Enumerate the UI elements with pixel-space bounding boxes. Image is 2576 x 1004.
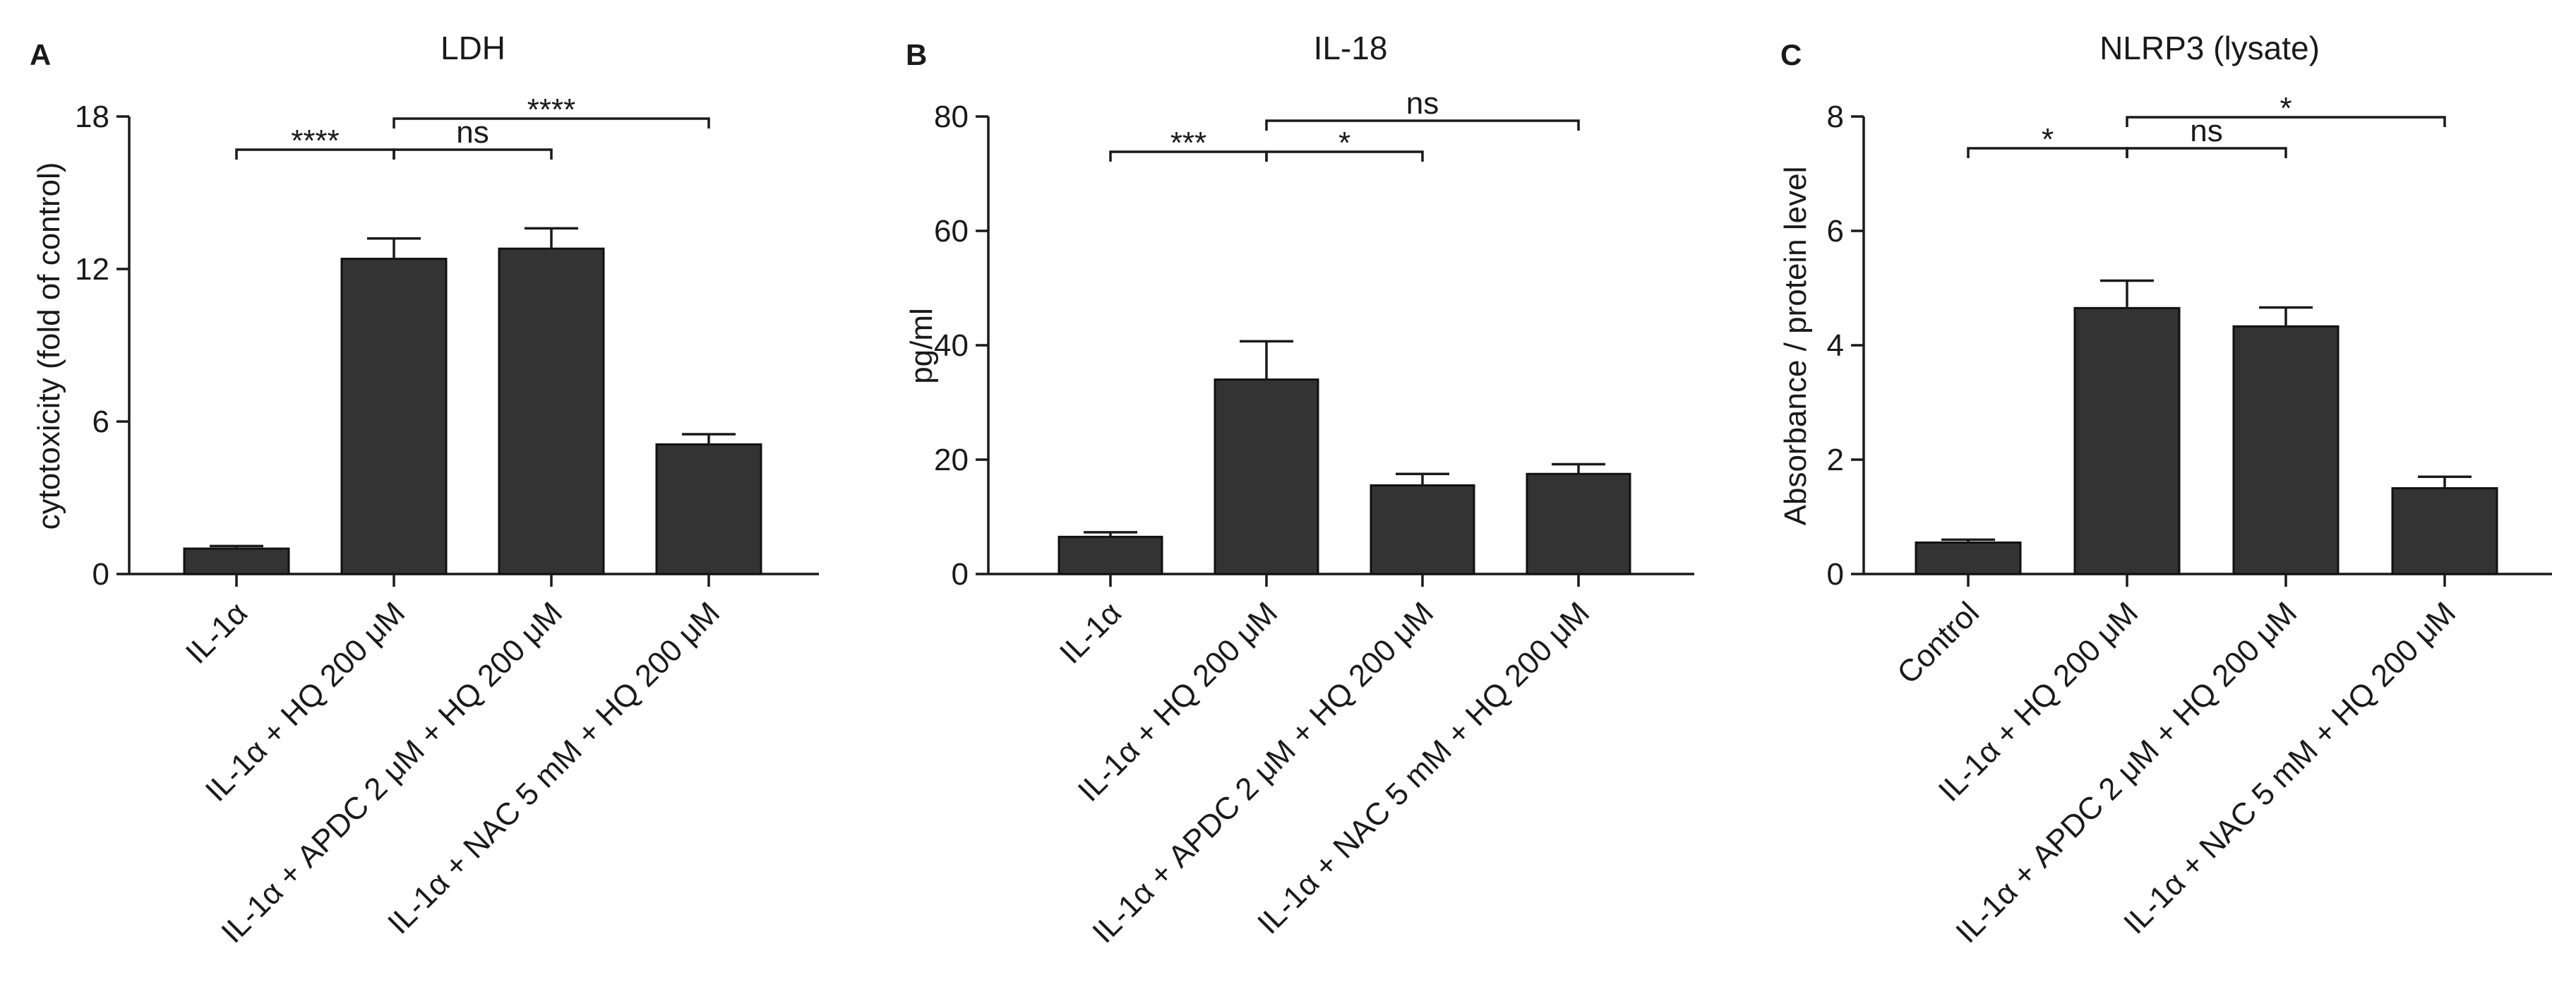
panel-b-significance-bracket <box>1265 119 1580 131</box>
panel-b-significance-bracket <box>1265 150 1424 162</box>
panel-b-letter: B <box>906 38 927 71</box>
panel-a-letter: A <box>30 38 51 71</box>
panel-b-plot <box>976 115 1694 587</box>
panel-c-bar <box>1915 541 2022 575</box>
panel-b-y-tick-label: 40 <box>934 328 969 363</box>
panel-c-significance-bracket <box>2126 116 2446 127</box>
panel-b-significance-label: ns <box>1406 86 1439 121</box>
panel-b-title: IL-18 <box>1314 30 1388 66</box>
panel-a-bar <box>498 247 605 575</box>
panel-c-significance-label: ns <box>2190 114 2222 148</box>
panel-c-bar <box>2073 306 2181 575</box>
panel-b-significance-label: *** <box>1170 126 1206 160</box>
panel-b: B IL-18 pg/ml 0 20 40 60 80 IL-1α IL-1α … <box>904 30 1694 950</box>
panel-b-y-tick-label: 80 <box>934 100 969 134</box>
panel-b-significance-label: * <box>1338 126 1350 160</box>
panel-a-y-tick-label: 18 <box>75 100 109 134</box>
panel-b-category-label: IL-1α + NAC 5 mM + HQ 200 μM <box>1251 595 1596 940</box>
panel-c-category-label: IL-1α + APDC 2 μM + HQ 200 μM <box>1949 595 2304 950</box>
panel-c-y-tick-label: 2 <box>1827 443 1844 477</box>
panel-a-bar <box>183 547 290 575</box>
panel-a-category-label: IL-1α + NAC 5 mM + HQ 200 μM <box>381 595 726 940</box>
panel-c-category-label: Control <box>1891 595 1986 691</box>
panel-b-bar <box>1526 472 1631 575</box>
panel-a-bar <box>340 258 448 575</box>
panel-c-y-tick-label: 0 <box>1827 557 1844 592</box>
panel-b-bar <box>1058 535 1163 575</box>
panel-b-bar <box>1370 484 1475 575</box>
panel-c-significance-bracket <box>2126 147 2287 158</box>
panel-b-y-tick-label: 0 <box>952 557 969 592</box>
panel-c-significance-label: * <box>2042 122 2054 157</box>
panel-a-title: LDH <box>441 30 505 66</box>
panel-c: C NLRP3 (lysate) Absorbance / protein le… <box>1778 30 2552 950</box>
panel-b-category-label: IL-1α + APDC 2 μM + HQ 200 μM <box>1086 595 1440 950</box>
panel-a-significance-label: **** <box>291 124 340 158</box>
panel-a-category-label: IL-1α + APDC 2 μM + HQ 200 μM <box>215 595 569 950</box>
panel-b-y-tick-label: 60 <box>934 214 969 249</box>
panel-c-bar <box>2391 487 2498 575</box>
panel-c-y-tick-label: 8 <box>1827 100 1844 134</box>
panel-c-plot <box>1851 115 2552 587</box>
panel-c-y-tick-label: 6 <box>1827 214 1844 249</box>
panel-c-title: NLRP3 (lysate) <box>2099 30 2320 66</box>
panel-c-bar <box>2232 325 2340 575</box>
panel-b-bar <box>1214 378 1319 575</box>
panel-c-category-label: IL-1α + NAC 5 mM + HQ 200 μM <box>2117 595 2462 940</box>
panel-a-y-tick-label: 0 <box>92 557 109 592</box>
panel-a-significance-bracket <box>393 148 553 160</box>
panel-a-y-tick-label: 6 <box>92 405 109 439</box>
panel-a-significance-bracket <box>393 117 710 129</box>
panel-a: A LDH cytotoxicity (fold of control) 0 6… <box>30 30 819 950</box>
panel-a-y-tick-label: 12 <box>75 252 109 287</box>
panel-a-significance-label: **** <box>527 92 576 127</box>
panel-c-letter: C <box>1780 38 1802 71</box>
panel-a-plot <box>116 115 819 587</box>
panel-a-category-label: IL-1α <box>179 595 254 670</box>
panel-a-significance-label: ns <box>456 115 489 150</box>
panel-c-y-tick-label: 4 <box>1827 328 1844 363</box>
panel-c-significance-label: * <box>2280 91 2292 126</box>
panel-c-y-axis-label: Absorbance / protein level <box>1778 167 1813 526</box>
panel-b-category-label: IL-1α <box>1053 595 1128 670</box>
panel-a-bar <box>655 443 762 575</box>
panel-b-y-tick-label: 20 <box>934 443 969 477</box>
panel-b-y-axis-label: pg/ml <box>904 308 939 384</box>
panel-a-y-axis-label: cytotoxicity (fold of control) <box>32 162 66 530</box>
